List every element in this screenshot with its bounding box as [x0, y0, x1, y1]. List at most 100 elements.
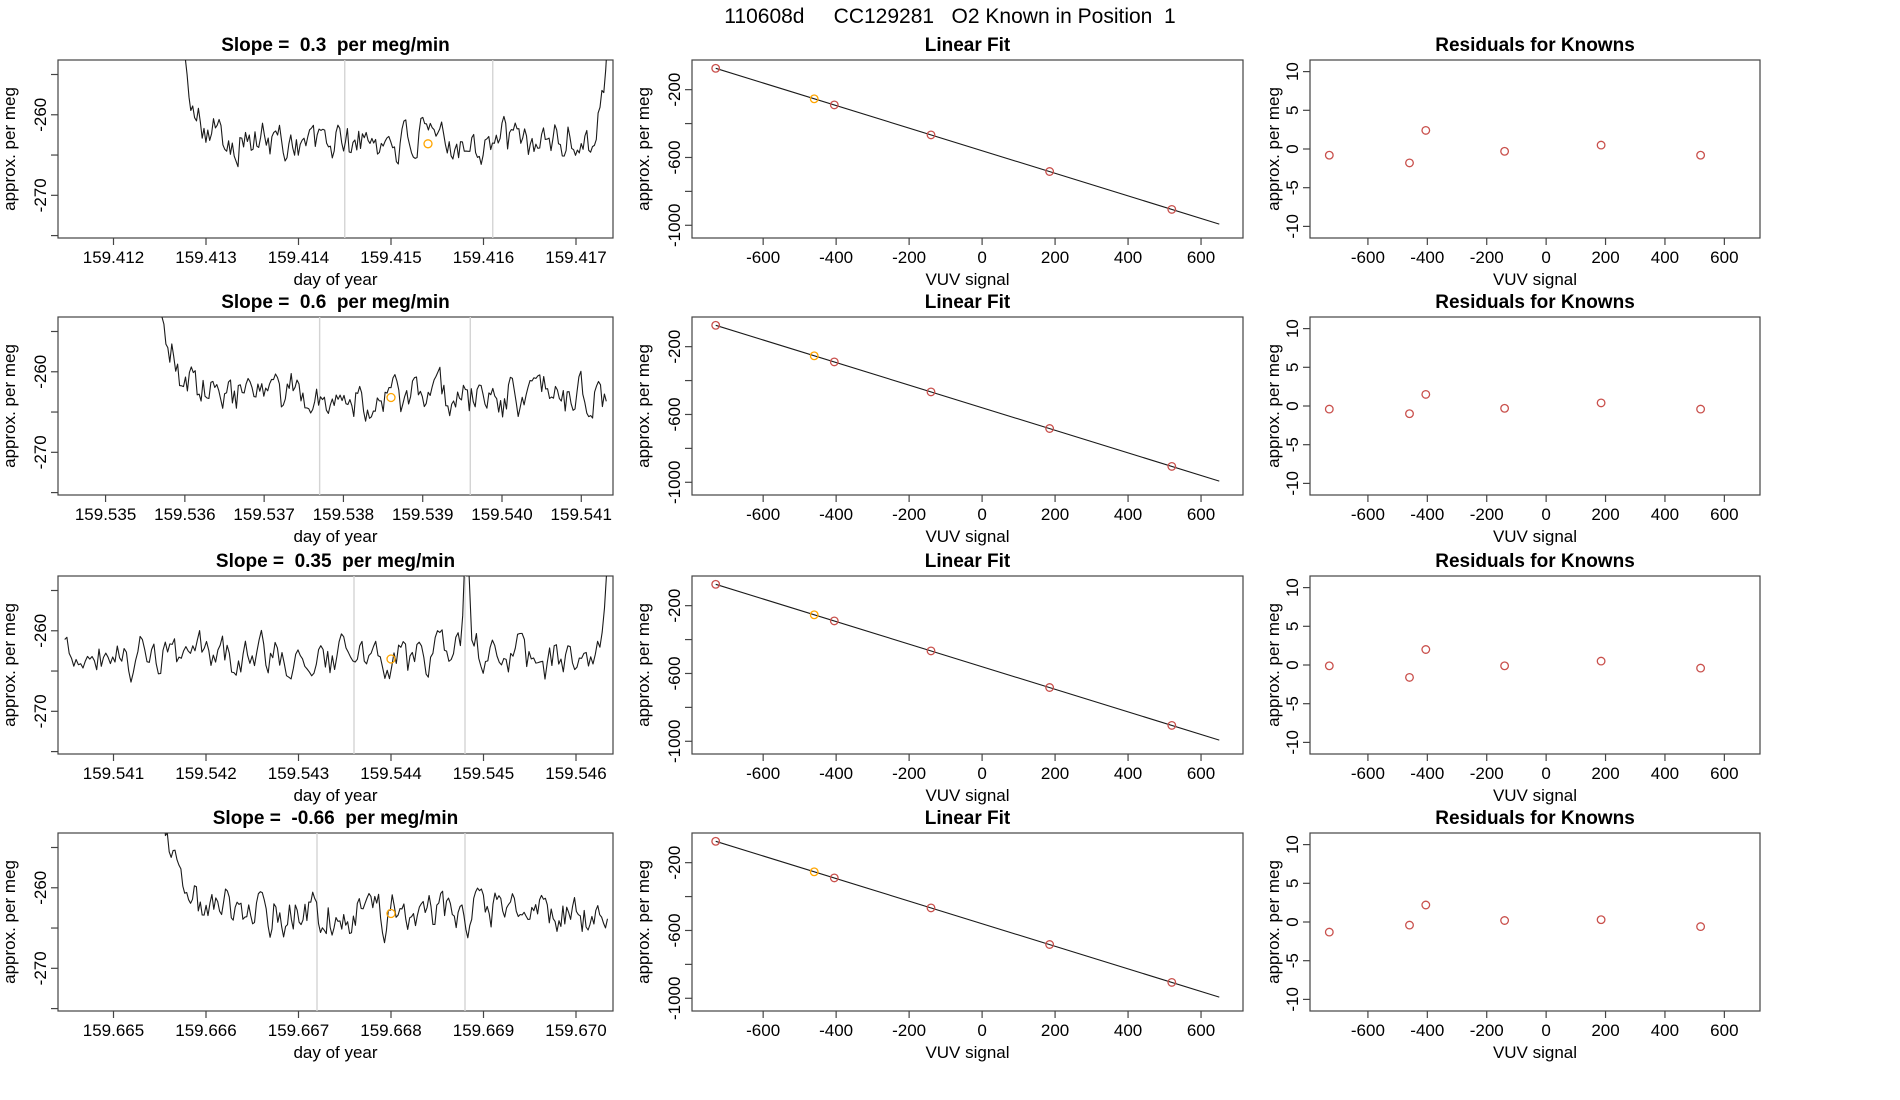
y-tick-label: -600	[665, 913, 684, 947]
plot-box	[57, 832, 614, 1012]
x-tick-label: -200	[1470, 764, 1504, 783]
x-tick-label: 159.546	[545, 764, 606, 783]
y-axis: -200 -600 -1000	[665, 589, 692, 763]
known-points	[711, 579, 1177, 730]
panel-title: Residuals for Knowns	[1435, 292, 1635, 313]
data-point	[829, 873, 839, 883]
y-tick-label: 0	[1283, 660, 1302, 669]
x-tick-label: -200	[892, 764, 926, 783]
x-axis: -600 -400 -200 0 200 400 600	[746, 495, 1215, 524]
y-tick-label: 0	[1283, 144, 1302, 153]
panel-title: Slope = 0.6 per meg/min	[221, 292, 450, 313]
y-axis: -200 -600 -1000	[665, 846, 692, 1020]
panel-title: Slope = -0.66 per meg/min	[213, 808, 459, 829]
y-tick-label: -5	[1283, 437, 1302, 452]
data-point	[1696, 663, 1706, 673]
y-tick-label: 0	[1283, 917, 1302, 926]
data-point	[829, 616, 839, 626]
plot-box	[1309, 59, 1761, 239]
fit-line	[715, 324, 1220, 482]
x-tick-label: -600	[746, 248, 780, 267]
data-point	[1596, 915, 1606, 925]
x-tick-label: -600	[1351, 248, 1385, 267]
timeseries-line	[164, 833, 609, 944]
residuals-panel-row4: -600 -400 -200 0 200 400 600 -10 -5 0 5 10 Residuals…	[1264, 808, 1761, 1062]
data-point	[386, 908, 396, 919]
x-tick-label: -600	[1351, 505, 1385, 524]
data-point	[1405, 409, 1414, 419]
x-axis: -600 -400 -200 0 200 400 600	[1351, 495, 1739, 524]
x-axis-label: VUV signal	[925, 270, 1009, 289]
data-point	[1405, 920, 1414, 930]
data-point	[1500, 146, 1510, 156]
y-axis-label: approx. per meg	[0, 344, 19, 468]
y-axis-label: approx. per meg	[1264, 344, 1283, 468]
y-tick-label: -1000	[665, 720, 684, 763]
y-tick-label: -270	[31, 694, 50, 728]
x-tick-label: 159.537	[233, 505, 294, 524]
linear-fit-panel-row2: -600 -400 -200 0 200 400 600 -200 -600 -1000 Linea…	[634, 292, 1244, 546]
x-tick-label: 400	[1651, 764, 1679, 783]
y-axis: -260 -270	[31, 73, 58, 237]
data-point	[809, 867, 819, 877]
timeseries-plot-area	[161, 317, 607, 495]
panel-title: Residuals for Knowns	[1435, 35, 1635, 56]
linear-fit-panel-row3: -600 -400 -200 0 200 400 600 -200 -600 -1000 Linea…	[634, 551, 1244, 805]
y-axis: -10 -5 0 5 10	[1283, 319, 1310, 496]
x-tick-label: 400	[1651, 248, 1679, 267]
plot-box	[691, 832, 1244, 1012]
y-tick-label: -200	[665, 846, 684, 880]
x-axis-label: VUV signal	[1493, 1043, 1577, 1062]
y-axis-label: approx. per meg	[634, 87, 653, 211]
y-tick-label: -1000	[665, 204, 684, 247]
y-tick-label: -260	[31, 871, 50, 905]
y-tick-label: -10	[1283, 987, 1302, 1012]
x-tick-label: 600	[1710, 505, 1738, 524]
residuals-panel-row2: -600 -400 -200 0 200 400 600 -10 -5 0 5 10 Residuals…	[1264, 292, 1761, 546]
data-point	[1421, 645, 1431, 654]
data-point	[1421, 389, 1431, 399]
y-axis: -10 -5 0 5 10	[1283, 578, 1310, 755]
timeseries-line	[184, 60, 607, 168]
y-axis-label: approx. per meg	[0, 603, 19, 727]
x-tick-label: 600	[1710, 764, 1738, 783]
y-tick-label: -600	[665, 397, 684, 431]
data-point	[1167, 720, 1177, 730]
x-axis-label: day of year	[293, 270, 377, 289]
x-tick-label: 159.412	[83, 248, 144, 267]
data-point	[1421, 900, 1431, 910]
x-tick-label: 0	[1541, 248, 1550, 267]
timeseries-panel-row3: 159.541 159.542 159.543 159.544 159.545 159.5…	[0, 551, 614, 805]
y-tick-label: -200	[665, 73, 684, 107]
known-points	[711, 320, 1177, 471]
data-point	[711, 836, 721, 846]
x-tick-label: 600	[1187, 764, 1215, 783]
y-axis-label: approx. per meg	[634, 860, 653, 984]
x-tick-label: 600	[1710, 1021, 1738, 1040]
fit-line	[715, 840, 1220, 998]
residual-points	[1324, 645, 1706, 682]
known-points	[711, 63, 1177, 214]
x-axis: -600 -400 -200 0 200 400 600	[746, 754, 1215, 783]
residuals-panel-row3: -600 -400 -200 0 200 400 600 -10 -5 0 5 10 Residuals…	[1264, 551, 1761, 805]
data-point	[1167, 461, 1177, 471]
y-tick-label: 5	[1283, 363, 1302, 372]
x-tick-label: 200	[1041, 248, 1069, 267]
plot-box	[57, 575, 614, 755]
x-tick-label: 600	[1710, 248, 1738, 267]
x-axis-label: VUV signal	[925, 527, 1009, 546]
x-axis-label: day of year	[293, 786, 377, 805]
x-axis: 159.535 159.536 159.537 159.538 159.539 159.5…	[75, 495, 612, 524]
y-tick-label: -270	[31, 178, 50, 212]
linear-fit-panel-row4: -600 -400 -200 0 200 400 600 -200 -600 -1000 Linea…	[634, 808, 1244, 1062]
x-tick-label: 200	[1041, 505, 1069, 524]
x-tick-label: 200	[1591, 1021, 1619, 1040]
y-tick-label: 10	[1283, 319, 1302, 338]
residual-points	[1324, 389, 1706, 419]
data-point	[829, 357, 839, 367]
x-tick-label: -400	[1410, 764, 1444, 783]
x-tick-label: 159.415	[360, 248, 421, 267]
y-tick-label: 5	[1283, 879, 1302, 888]
y-tick-label: -600	[665, 140, 684, 174]
y-axis: -10 -5 0 5 10	[1283, 62, 1310, 239]
